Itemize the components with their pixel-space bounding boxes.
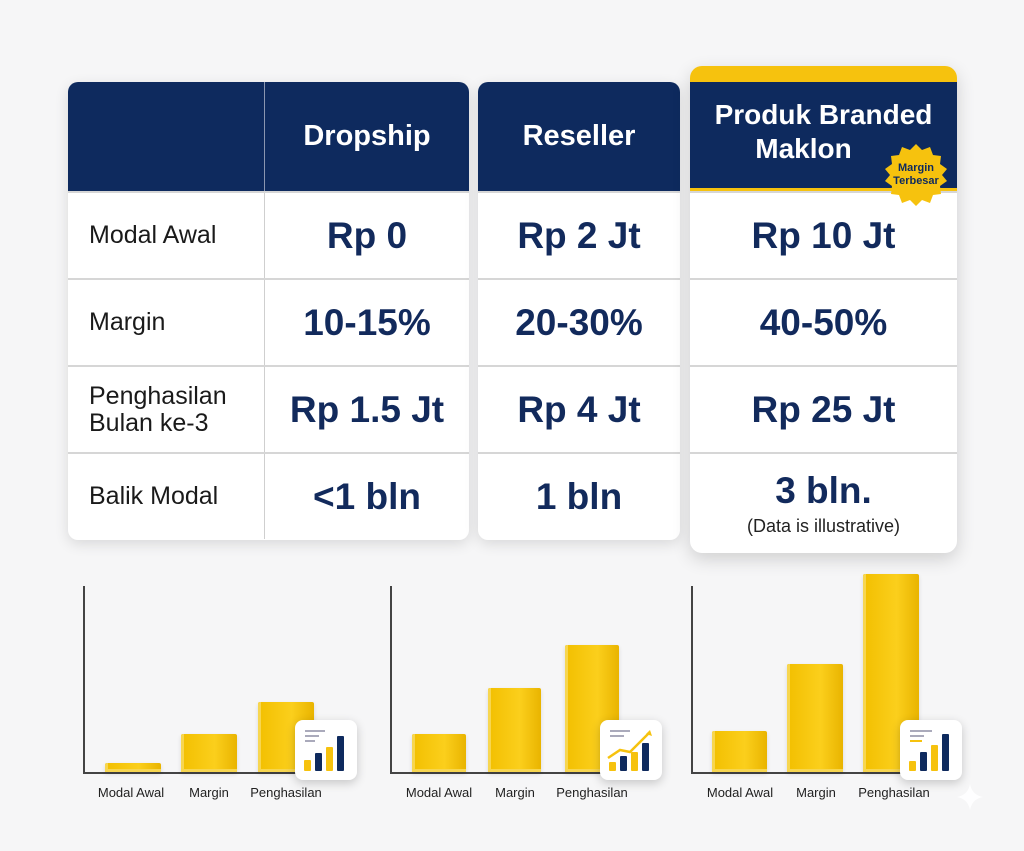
table-row-modal-awal: Modal Awal Rp 0 (68, 191, 469, 278)
bar-modal-awal (105, 763, 161, 772)
header-line: Maklon (755, 133, 852, 164)
x-axis (691, 772, 951, 774)
x-label: Penghasilan (250, 785, 322, 800)
bar-margin (488, 688, 541, 772)
x-label: Margin (495, 785, 535, 800)
x-label: Penghasilan (858, 785, 930, 800)
bar-modal-awal (412, 734, 466, 772)
x-label: Modal Awal (405, 785, 473, 800)
table-row: Rp 10 Jt (690, 191, 957, 278)
x-axis (390, 772, 640, 774)
table-cell: Rp 25 Jt (751, 388, 896, 430)
table-cell: Rp 1.5 Jt (289, 388, 445, 430)
header-line: Produk Branded (714, 99, 933, 130)
table-cell: Rp 4 Jt (517, 388, 641, 430)
table-row-balik-modal: Balik Modal <1 bln (68, 452, 469, 539)
x-label: Modal Awal (706, 785, 774, 800)
bar-chart-reseller: Modal Awal Margin Penghasilan (390, 560, 670, 810)
bar-chart-icon (900, 720, 962, 780)
row-label: Margin (68, 280, 265, 365)
row-label-line: Penghasilan (89, 381, 227, 410)
bar-modal-awal (712, 731, 767, 772)
cell-value: 3 bln. (775, 470, 872, 511)
table-row-margin: Margin 10-15% (68, 278, 469, 365)
table-row-penghasilan: Penghasilan Bulan ke-3 Rp 1.5 Jt (68, 365, 469, 452)
table-row: 1 bln (478, 452, 680, 539)
bar-chart-maklon: Modal Awal Margin Penghasilan (691, 560, 981, 810)
y-axis (390, 586, 392, 774)
trending-chart-icon (600, 720, 662, 780)
table-cell: Rp 10 Jt (751, 214, 896, 256)
illustrative-note: (Data is illustrative) (746, 516, 901, 536)
table-cell: 10-15% (303, 301, 431, 343)
x-label: Modal Awal (97, 785, 165, 800)
table-cell: Rp 0 (326, 214, 408, 256)
table-cell: 1 bln (535, 475, 623, 517)
y-axis (691, 586, 693, 774)
table-row: Rp 2 Jt (478, 191, 680, 278)
badge-line: Terbesar (893, 175, 939, 187)
badge-line: Margin (897, 162, 935, 174)
comparison-table-reseller: Reseller Rp 2 Jt 20-30% Rp 4 Jt 1 bln (478, 82, 680, 540)
bar-chart-dropship: Modal Awal Margin Penghasilan (83, 560, 363, 810)
row-label: Modal Awal (68, 193, 265, 278)
table-cell: Rp 2 Jt (517, 214, 641, 256)
table-row: Rp 4 Jt (478, 365, 680, 452)
seal-badge-icon (885, 144, 947, 206)
table-row: 20-30% (478, 278, 680, 365)
table-row: 40-50% (690, 278, 957, 365)
table-row: Rp 25 Jt (690, 365, 957, 452)
row-label: Balik Modal (68, 454, 265, 539)
comparison-table-dropship: Dropship Modal Awal Rp 0 Margin 10-15% P… (68, 82, 469, 540)
comparison-table-maklon: Produk Branded Maklon Margin Terbesar Rp… (690, 66, 957, 553)
header-maklon: Produk Branded Maklon Margin Terbesar (690, 82, 957, 206)
table-cell: 3 bln. (Data is illustrative) (690, 454, 957, 553)
table-header: Dropship (68, 82, 469, 191)
header-dropship: Dropship (303, 120, 431, 152)
header-empty-cell (68, 82, 265, 191)
table-cell: <1 bln (313, 475, 421, 517)
x-label: Margin (189, 785, 229, 800)
margin-terbesar-badge: Margin Terbesar (883, 142, 949, 208)
x-label: Penghasilan (556, 785, 628, 800)
row-label-line: Bulan ke-3 (89, 408, 209, 437)
bar-margin (181, 734, 237, 772)
table-row: 3 bln. (Data is illustrative) (690, 452, 957, 553)
row-label: Penghasilan Bulan ke-3 (68, 367, 265, 452)
header-reseller: Reseller (478, 82, 680, 191)
table-cell: 40-50% (759, 301, 888, 343)
x-label: Margin (796, 785, 836, 800)
table-cell: 20-30% (515, 301, 643, 343)
bar-chart-icon (295, 720, 357, 780)
x-axis (83, 772, 333, 774)
bar-margin (787, 664, 843, 772)
sparkle-icon (957, 784, 983, 810)
y-axis (83, 586, 85, 774)
